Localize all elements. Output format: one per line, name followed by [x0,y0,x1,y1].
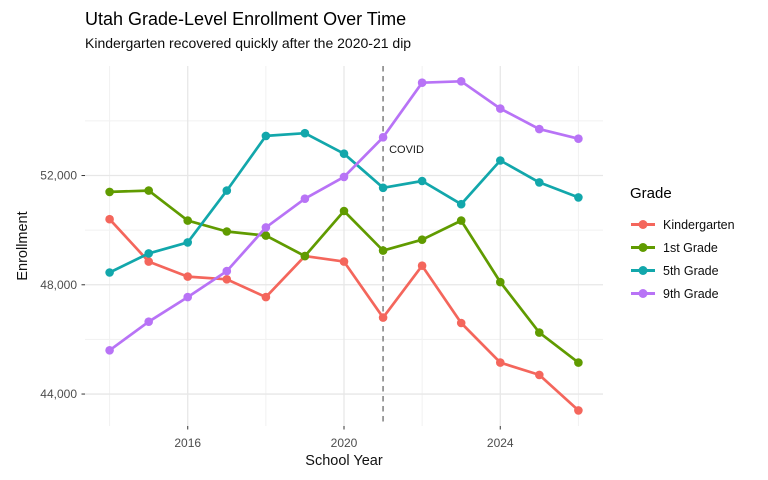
series-9th-grade-point [183,292,192,302]
legend-label: 5th Grade [663,263,719,278]
series-9th-grade-point [456,77,466,86]
series-5th-grade-point [417,176,427,186]
y-tick-label: 44,000 [40,387,77,401]
series-kindergarten-point [496,358,505,367]
series-9th-grade-point [222,266,232,276]
series-1st-grade-point [535,328,544,337]
series-1st-grade-point [183,216,192,225]
series-5th-grade-point [105,268,114,277]
series-9th-grade-point [144,317,153,327]
legend-label: 1st Grade [663,240,718,255]
series-1st-grade-point [300,251,310,261]
series-9th-grade-point [105,346,114,355]
legend-item-kindergarten: Kindergarten [630,213,766,236]
series-1st-grade-point [456,216,466,225]
series-1st-grade-point [496,277,505,287]
series-kindergarten-point [183,272,192,281]
series-kindergarten-point [456,318,466,328]
series-5th-grade-point [378,183,388,193]
x-tick-label: 2016 [174,436,201,450]
series-1st-grade-point [222,227,232,236]
series-5th-grade-point [574,193,583,202]
series-9th-grade-point [417,78,427,87]
x-tick-label: 2020 [331,436,358,450]
series-1st-grade-point [261,231,271,240]
series-5th-grade-point [300,128,310,138]
series-kindergarten-point [105,214,114,224]
legend: Grade Kindergarten 1st Grade 5th Grade 9th … [630,185,766,305]
y-tick-label: 52,000 [40,169,77,183]
legend-key-icon [631,220,655,229]
legend-key-point [638,243,648,252]
series-kindergarten-point [222,275,232,284]
series-5th-grade-point [496,156,505,165]
series-kindergarten-point [574,406,583,415]
legend-item-9th-grade: 9th Grade [630,282,766,305]
series-1st-grade-point [417,235,427,244]
series-kindergarten-point [339,257,349,266]
y-tick-label: 48,000 [40,278,77,292]
legend-item-1st-grade: 1st Grade [630,236,766,259]
series-1st-grade-point [574,358,583,367]
legend-key-icon [631,289,655,298]
series-1st-grade-point [339,206,349,216]
legend-label: Kindergarten [663,217,735,232]
series-kindergarten-point [261,292,271,302]
chart-title: Utah Grade-Level Enrollment Over Time [85,9,407,29]
series-5th-grade-point [222,186,232,195]
series-1st-grade-point [105,187,114,197]
legend-key-icon [631,266,655,275]
series-5th-grade-point [339,149,349,158]
series-9th-grade-point [535,124,544,134]
series-kindergarten-point [535,370,544,380]
series-5th-grade-point [144,249,153,258]
legend-key-point [638,289,648,298]
series-1st-grade-point [378,246,388,255]
series-9th-grade-point [300,194,310,203]
y-axis-title: Enrollment [15,211,31,280]
legend-title: Grade [630,185,672,202]
legend-key-point [638,266,648,275]
series-kindergarten-point [144,257,153,266]
series-9th-grade-point [574,134,583,143]
series-9th-grade-point [378,133,388,142]
series-9th-grade-point [261,223,271,232]
legend-label: 9th Grade [663,286,719,301]
chart-subtitle: Kindergarten recovered quickly after the… [85,35,412,51]
legend-items: Kindergarten 1st Grade 5th Grade 9th Grade [630,213,766,305]
series-kindergarten-point [417,261,427,271]
legend-key-icon [631,243,655,252]
x-tick-label: 2024 [487,436,514,450]
series-9th-grade-point [496,104,505,113]
series-1st-grade-point [144,186,153,195]
legend-key-point [638,220,648,229]
series-5th-grade-point [456,199,466,209]
covid-annotation-label: COVID [389,144,424,156]
series-5th-grade-point [535,178,544,187]
legend-item-5th-grade: 5th Grade [630,259,766,282]
series-5th-grade-point [183,238,192,247]
series-kindergarten-point [378,313,388,322]
x-axis-title: School Year [305,453,383,469]
series-9th-grade-point [339,172,349,182]
series-5th-grade-point [261,131,271,141]
